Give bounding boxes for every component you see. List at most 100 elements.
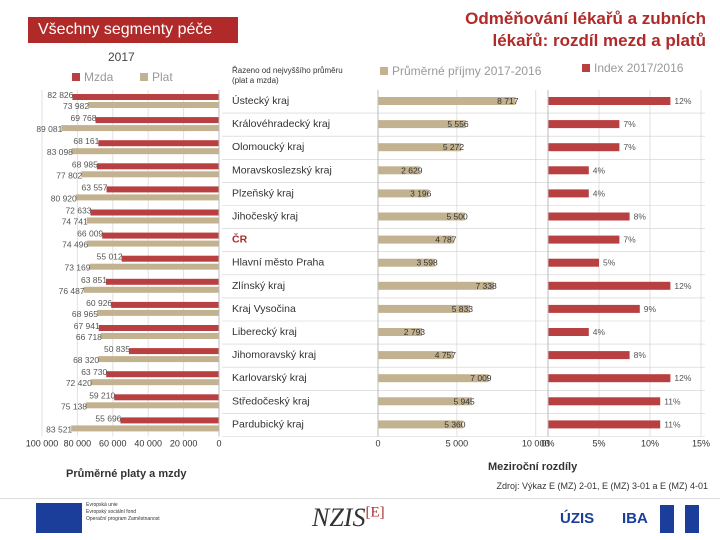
left-x-tick: 0 — [216, 439, 221, 449]
index-bar — [548, 97, 671, 105]
diff-label: 7 338 — [475, 281, 497, 291]
wage-bar — [121, 255, 219, 262]
category-label: Královéhradecký kraj — [232, 118, 330, 130]
index-bar — [548, 281, 671, 290]
category-label: Středočeský kraj — [232, 395, 310, 407]
wage-label: 55 012 — [97, 252, 123, 262]
category-label: Karlovarský kraj — [232, 372, 307, 384]
index-bar — [548, 397, 661, 406]
index-label: 12% — [674, 281, 691, 291]
index-bar — [548, 258, 599, 267]
diff-bar — [378, 328, 423, 336]
salary-label: 83 098 — [47, 147, 73, 157]
salary-label: 72 420 — [66, 378, 92, 388]
wage-bar — [96, 163, 219, 170]
wage-label: 72 633 — [65, 206, 91, 216]
salary-bar — [71, 148, 220, 155]
wage-label: 68 161 — [73, 136, 99, 146]
index-label: 12% — [674, 96, 691, 106]
right-x-tick: 5% — [592, 439, 605, 449]
legend-salary-swatch — [140, 73, 148, 81]
nzis-text: NZIS — [312, 503, 366, 532]
wage-bar — [98, 325, 219, 331]
diff-label: 5 272 — [443, 142, 465, 152]
index-label: 4% — [593, 165, 606, 175]
salary-label: 68 320 — [73, 355, 99, 365]
salary-label: 68 965 — [72, 309, 98, 319]
index-bar — [548, 328, 589, 336]
left-x-tick: 20 000 — [170, 439, 198, 449]
sort-note: Řazeno od nejvyššího průměru (plat a mzd… — [232, 66, 372, 86]
salary-bar — [90, 379, 220, 386]
salary-bar — [96, 309, 219, 316]
category-label: Zlínský kraj — [232, 280, 285, 292]
category-label: Pardubický kraj — [232, 418, 304, 430]
wage-label: 67 941 — [74, 321, 100, 331]
diff-bar — [378, 258, 435, 267]
eu-text: Evropská unie Evropský sociální fond Ope… — [86, 502, 160, 523]
wage-bar — [72, 94, 219, 100]
index-bar — [548, 120, 620, 129]
index-label: 5% — [603, 258, 616, 268]
left-x-tick: 100 000 — [26, 439, 59, 449]
mid-x-tick: 0 — [375, 439, 380, 449]
wage-bar — [129, 348, 219, 355]
salary-label: 89 081 — [36, 124, 62, 134]
wage-label: 69 768 — [71, 113, 97, 123]
index-label: 8% — [634, 212, 647, 222]
salary-label: 77 802 — [56, 170, 82, 180]
left-x-tick: 60 000 — [99, 439, 127, 449]
diff-label: 7 009 — [470, 373, 492, 383]
wage-label: 82 826 — [47, 90, 73, 100]
index-bar — [548, 304, 640, 313]
wage-bar — [114, 394, 219, 401]
eu-flag-icon — [36, 503, 82, 533]
diff-label: 5 945 — [453, 396, 475, 406]
diff-label: 5 360 — [444, 419, 466, 429]
mid-x-tick: 5 000 — [446, 439, 469, 449]
wage-bar — [105, 278, 219, 285]
salary-label: 74 496 — [62, 240, 88, 250]
mid-chart-title: Meziroční rozdíly — [488, 461, 578, 473]
diff-label: 3 598 — [416, 258, 438, 268]
category-label: Plzeňský kraj — [232, 187, 294, 199]
legend-diff-label: Průměrné příjmy 2017-2016 — [392, 64, 542, 78]
category-label: Jihomoravský kraj — [232, 349, 316, 361]
index-label: 11% — [664, 419, 681, 429]
wage-label: 55 696 — [95, 413, 121, 423]
salary-label: 83 521 — [46, 424, 72, 434]
legend-index-label: Index 2017/2016 — [594, 61, 684, 75]
wage-bar — [90, 209, 219, 216]
diff-label: 3 196 — [410, 188, 432, 198]
sort-note-line-1: Řazeno od nejvyššího průměru — [232, 66, 343, 75]
salary-bar — [89, 263, 219, 270]
index-bar — [548, 235, 620, 244]
diff-label: 5 500 — [446, 212, 468, 222]
diff-bar — [378, 235, 454, 244]
index-bar — [548, 420, 661, 429]
eu-line-2: Evropský sociální fond — [86, 509, 137, 515]
wage-bar — [98, 140, 219, 147]
right-x-tick: 0% — [541, 439, 554, 449]
legend-diff-swatch — [380, 67, 388, 75]
left-x-tick: 40 000 — [134, 439, 162, 449]
legend-wage-swatch — [72, 73, 80, 81]
diff-label: 4 757 — [435, 350, 457, 360]
category-label: Kraj Vysočina — [232, 303, 296, 315]
diff-bar — [378, 97, 516, 105]
legend-index: Index 2017/2016 — [582, 61, 683, 75]
index-label: 9% — [644, 304, 657, 314]
diff-label: 8 717 — [497, 96, 519, 106]
legend-wage: Mzda — [72, 70, 113, 84]
wage-label: 63 557 — [82, 182, 108, 192]
salary-label: 66 718 — [76, 332, 102, 342]
legend-salary-label: Plat — [152, 70, 173, 84]
left-chart-title: Průměrné platy a mzdy — [66, 468, 187, 480]
salary-label: 80 920 — [51, 193, 77, 203]
category-label: Olomoucký kraj — [232, 141, 304, 153]
left-x-tick: 80 000 — [64, 439, 92, 449]
footer-divider — [0, 498, 720, 499]
segment-label: Všechny segmenty péče — [28, 17, 238, 43]
year-label: 2017 — [108, 50, 135, 64]
diff-label: 2 793 — [404, 327, 426, 337]
